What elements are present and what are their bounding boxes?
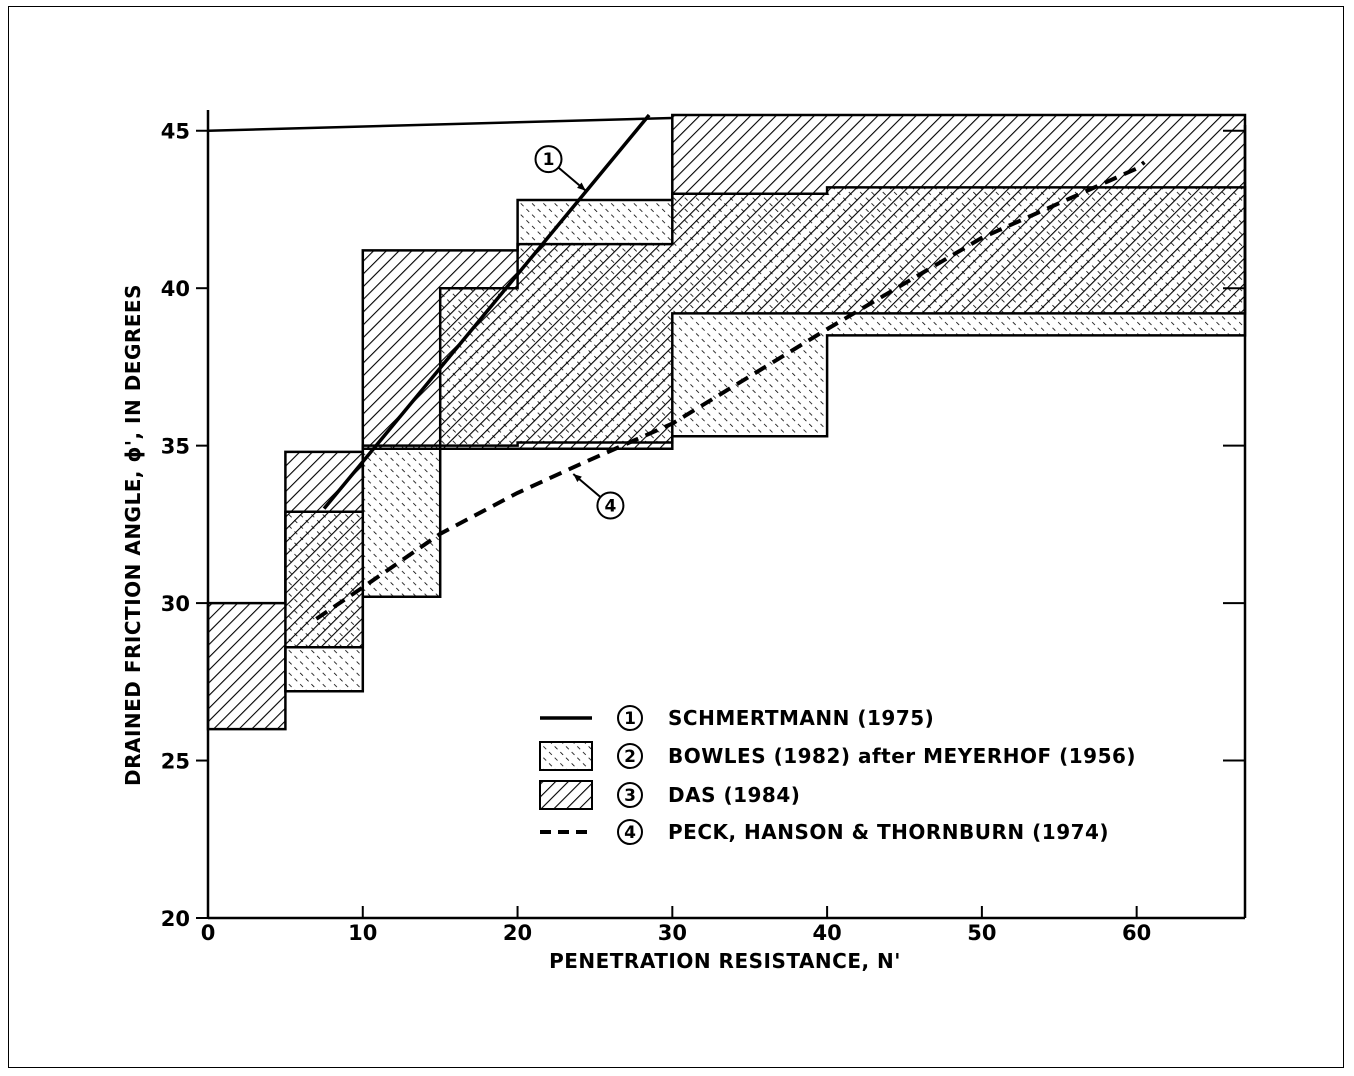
x-tick-label: 60 [1122,921,1151,945]
legend-entry-label: PECK, HANSON & THORNBURN (1974) [668,820,1109,844]
top-axis-line [207,116,673,132]
annotation-arrowhead-4 [573,473,582,483]
schmertmann-line [322,113,651,510]
legend-number-circle [617,782,643,808]
annotation-number-1: 1 [543,150,555,170]
x-tick-label: 20 [503,921,532,945]
legend-swatch-bowles [539,741,593,771]
x-tick-label: 10 [348,921,377,945]
x-tick-label: 40 [812,921,841,945]
x-tick-label: 30 [658,921,687,945]
annotation-circle-4 [596,491,625,520]
legend-entry-label: SCHMERTMANN (1975) [668,706,934,730]
y-tick-label: 30 [161,592,190,616]
y-tick-label: 20 [161,907,190,931]
legend-number: 4 [624,823,636,843]
legend-entry-label: BOWLES (1982) after MEYERHOF (1956) [668,744,1136,768]
annotation-number-4: 4 [604,496,616,516]
y-axis-label: DRAINED FRICTION ANGLE, ϕ', IN DEGREES [121,284,145,786]
legend-number: 2 [624,747,636,767]
x-axis-label: PENETRATION RESISTANCE, N' [549,949,901,973]
legend-number-circle [617,743,643,769]
x-tick-label: 0 [201,921,216,945]
legend-swatch-das [539,780,593,810]
legend: 1 SCHMERTMANN (1975) 2 BOWLES (1982) after … [539,705,1136,845]
legend-entry-label: DAS (1984) [668,783,800,807]
y-tick-label: 25 [161,750,190,774]
annotations: 14 [534,145,625,520]
legend-number: 3 [624,786,636,806]
chart-frame [8,6,1344,1068]
legend-number-circle [617,819,643,845]
ticks: 0 10 20 30 40 50 60 20 25 30 35 40 45 [161,120,1245,945]
x-tick-label: 50 [967,921,996,945]
curve-lines [315,113,1146,621]
y-tick-label: 45 [161,120,190,144]
annotation-circle-1 [534,145,563,174]
legend-number: 1 [624,709,636,729]
axes [206,110,1247,920]
annotation-arrowhead-1 [577,182,586,191]
legend-number-circle [617,705,643,731]
y-tick-label: 35 [161,435,190,459]
y-tick-label: 40 [161,277,190,301]
